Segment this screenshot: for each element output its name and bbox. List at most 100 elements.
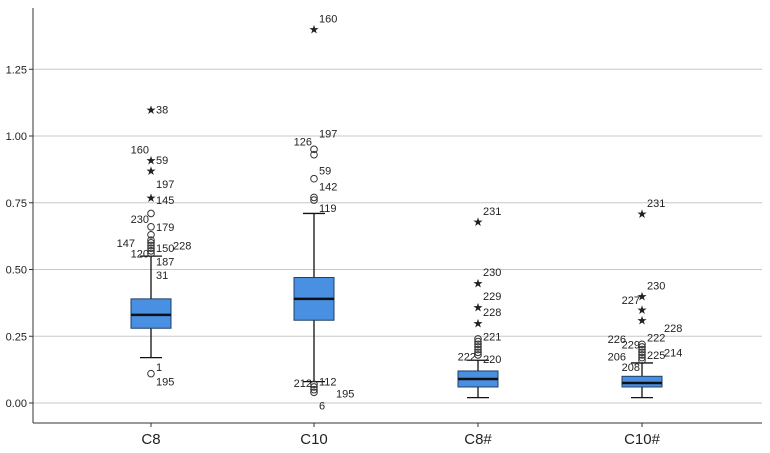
box-c10: ★ bbox=[293, 23, 335, 397]
outlier-circle bbox=[310, 383, 318, 391]
outlier-label: 231 bbox=[647, 198, 665, 210]
outlier-circle bbox=[147, 241, 155, 250]
outlier-circle bbox=[147, 247, 155, 255]
outlier-circle bbox=[474, 345, 482, 354]
category-label: C8# bbox=[464, 431, 492, 448]
outlier-label: 1 bbox=[156, 362, 162, 374]
outlier-circle bbox=[310, 150, 318, 159]
outlier-circle bbox=[310, 193, 318, 202]
outlier-star: ★ bbox=[637, 303, 648, 317]
outlier-star: ★ bbox=[146, 164, 157, 178]
outlier-star: ★ bbox=[637, 207, 648, 221]
outlier-star: ★ bbox=[473, 300, 484, 314]
outlier-label: 229 bbox=[622, 339, 640, 351]
outlier-label: 228 bbox=[173, 240, 191, 252]
outlier-label: 31 bbox=[156, 270, 168, 282]
outlier-label: 38 bbox=[156, 104, 168, 116]
y-tick-label: 0.25 bbox=[6, 331, 27, 343]
outlier-circle bbox=[310, 388, 318, 397]
outlier-label: 59 bbox=[156, 155, 168, 167]
outlier-label: 227 bbox=[622, 295, 640, 307]
outlier-label: 212 bbox=[294, 378, 312, 390]
outlier-label: 142 bbox=[319, 182, 337, 194]
outlier-circle bbox=[474, 348, 482, 357]
outlier-label: 230 bbox=[131, 214, 149, 226]
outlier-label: 222 bbox=[647, 333, 665, 345]
y-tick-label: 0.00 bbox=[6, 398, 27, 410]
outlier-star: ★ bbox=[637, 290, 648, 304]
outlier-circle bbox=[474, 351, 482, 359]
outlier-label: 6 bbox=[319, 401, 325, 413]
outlier-label: 59 bbox=[319, 166, 331, 178]
outlier-label: 229 bbox=[483, 291, 501, 303]
outlier-circle bbox=[147, 369, 155, 378]
y-tick-label: 0.50 bbox=[6, 265, 27, 277]
y-tick-label: 1.25 bbox=[6, 64, 27, 76]
outlier-label: 120 bbox=[131, 248, 149, 260]
outlier-circle bbox=[147, 239, 155, 247]
outlier-star: ★ bbox=[146, 191, 157, 205]
outlier-circle bbox=[310, 385, 318, 394]
iqr-box bbox=[621, 375, 663, 388]
outlier-circle bbox=[474, 340, 482, 349]
box-c8: ★★★★ bbox=[130, 103, 172, 378]
outlier-label: 145 bbox=[156, 195, 174, 207]
outlier-label: 197 bbox=[156, 179, 174, 191]
outlier-label: 147 bbox=[117, 238, 135, 250]
outlier-label: 150 bbox=[156, 243, 174, 255]
outlier-circle bbox=[638, 351, 646, 359]
outlier-label: 228 bbox=[664, 323, 682, 335]
outlier-circle bbox=[147, 249, 155, 258]
outlier-star: ★ bbox=[146, 103, 157, 117]
outlier-label: 197 bbox=[319, 128, 337, 140]
y-tick-label: 0.75 bbox=[6, 198, 27, 210]
outlier-circle bbox=[147, 222, 155, 231]
outlier-circle bbox=[310, 380, 318, 389]
outlier-label: 112 bbox=[319, 377, 337, 389]
outlier-circle bbox=[638, 353, 646, 362]
outlier-label: 231 bbox=[483, 206, 501, 218]
outlier-label: 228 bbox=[483, 307, 501, 319]
outlier-circle bbox=[638, 356, 646, 365]
outlier-label: 226 bbox=[608, 334, 626, 346]
outlier-label: 160 bbox=[319, 14, 337, 26]
outlier-circle bbox=[147, 209, 155, 218]
outlier-label: 195 bbox=[156, 377, 174, 389]
outlier-label: 187 bbox=[156, 256, 174, 268]
outlier-label: 222 bbox=[458, 351, 476, 363]
box-c10-hash: ★★★★ bbox=[621, 207, 663, 399]
outlier-circle bbox=[474, 335, 482, 343]
outlier-star: ★ bbox=[146, 154, 157, 168]
outlier-circle bbox=[147, 230, 155, 239]
outlier-label: 126 bbox=[294, 136, 312, 148]
outlier-star: ★ bbox=[473, 215, 484, 229]
outlier-star: ★ bbox=[309, 23, 320, 37]
outlier-circle bbox=[310, 174, 318, 183]
outlier-circle bbox=[310, 196, 318, 204]
iqr-box bbox=[130, 298, 172, 329]
category-label: C8 bbox=[141, 431, 160, 448]
category-label: C10 bbox=[300, 431, 328, 448]
outlier-circle bbox=[638, 345, 646, 354]
outlier-label: 179 bbox=[156, 222, 174, 234]
outlier-label: 195 bbox=[336, 389, 354, 401]
outlier-star: ★ bbox=[637, 314, 648, 328]
outlier-circle bbox=[147, 244, 155, 252]
axis-layer: 0.00 0.25 0.50 0.75 1.00 1.25 C8 C10 C8# C10# bbox=[6, 8, 762, 448]
category-label: C10# bbox=[624, 431, 661, 448]
grid-layer bbox=[33, 68, 762, 404]
outlier-label: 220 bbox=[483, 354, 501, 366]
outlier-circle bbox=[310, 145, 318, 154]
outlier-circle bbox=[638, 343, 646, 351]
outlier-label: 230 bbox=[647, 281, 665, 293]
outlier-label: 214 bbox=[664, 347, 682, 359]
box-layer: ★★★★★★★★★★★★★ bbox=[130, 23, 663, 399]
outlier-circle bbox=[147, 236, 155, 244]
y-tick-label: 1.00 bbox=[6, 131, 27, 143]
outlier-label: 225 bbox=[647, 350, 665, 362]
outlier-star: ★ bbox=[473, 316, 484, 330]
outlier-label: 230 bbox=[483, 267, 501, 279]
outlier-circle bbox=[638, 348, 646, 357]
